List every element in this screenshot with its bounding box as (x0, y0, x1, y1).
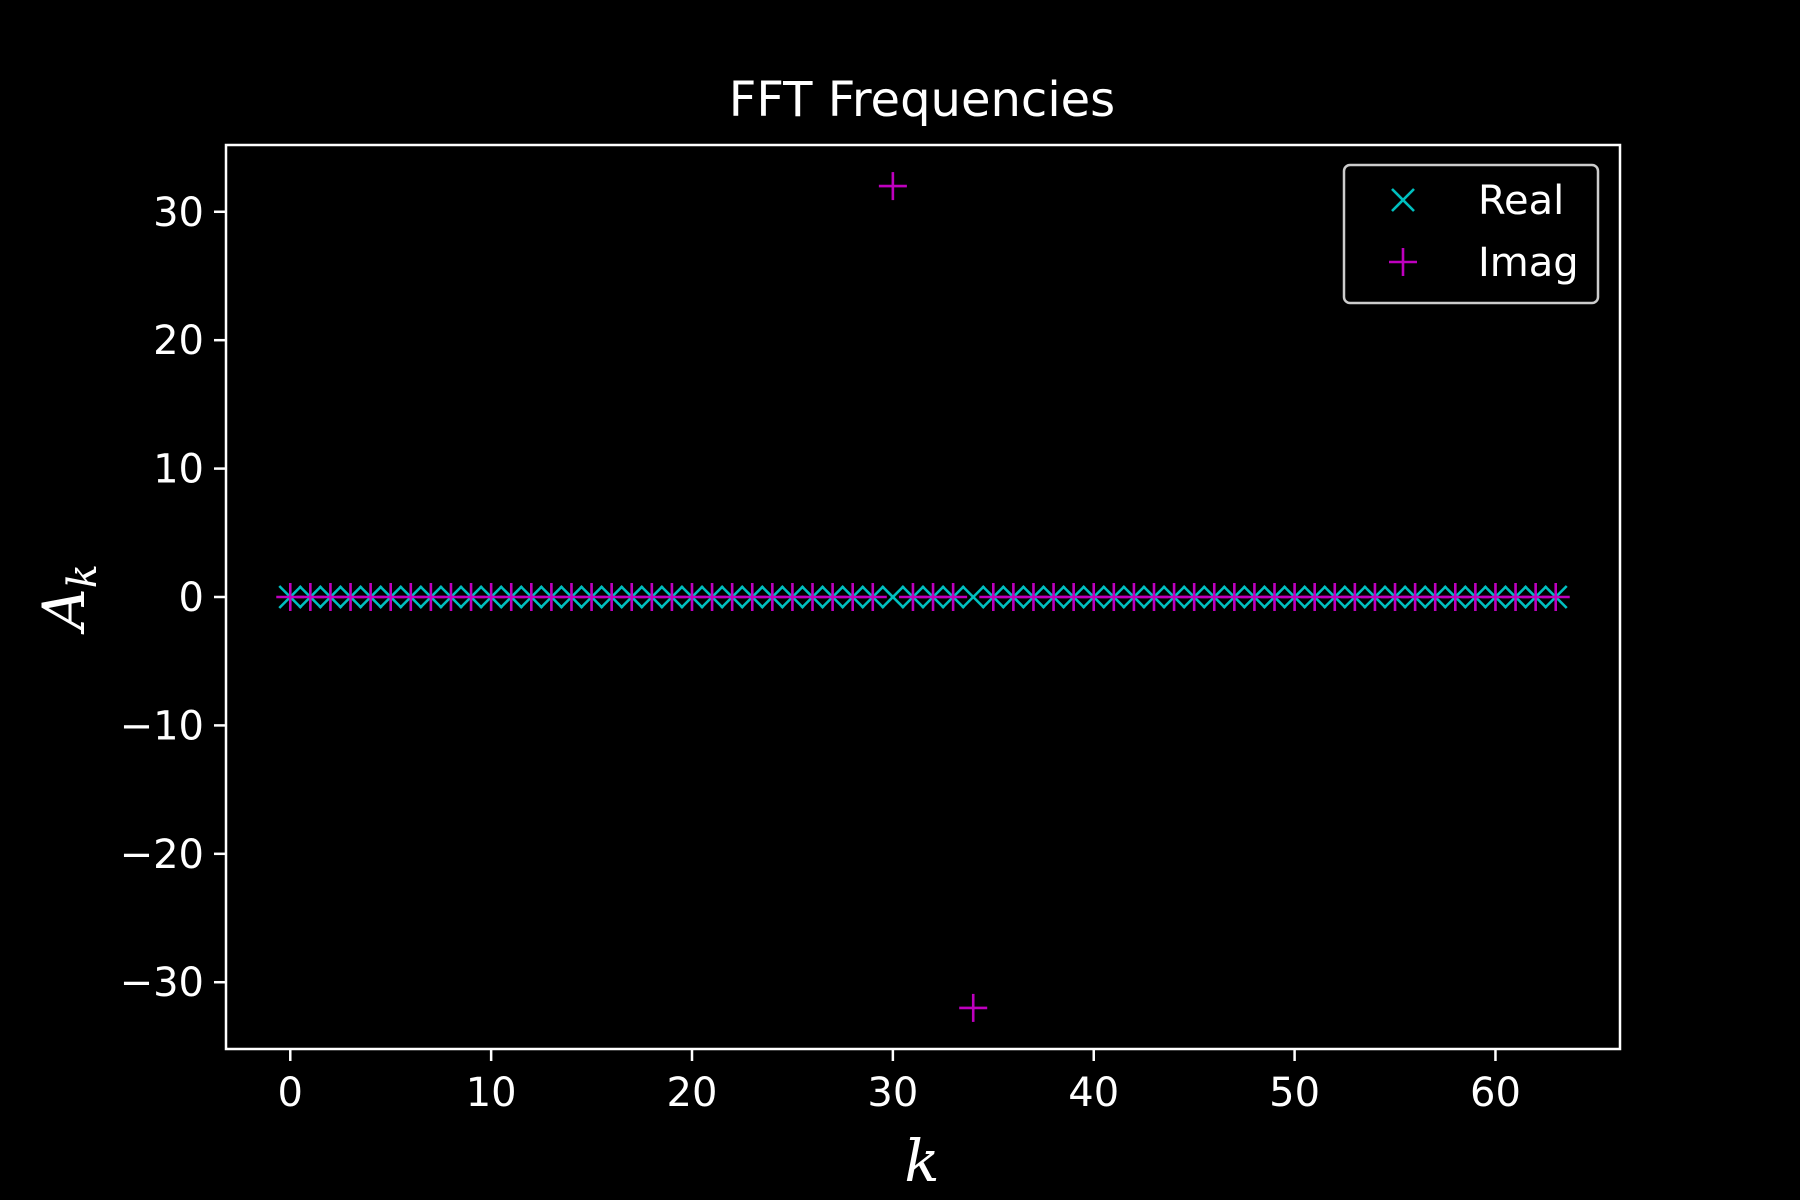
real-point (961, 585, 986, 609)
x-tick-label: 30 (867, 1070, 918, 1116)
imag-point (878, 172, 907, 201)
x-tick-label: 0 (278, 1070, 303, 1116)
legend-label-imag: Imag (1478, 240, 1579, 286)
x-axis-label: k (904, 1127, 939, 1195)
x-tick-label: 50 (1269, 1070, 1320, 1116)
y-tick-label: 0 (179, 575, 204, 621)
x-tick-label: 60 (1470, 1070, 1521, 1116)
y-axis-label-sub: k (60, 564, 106, 588)
marker-stroke (880, 585, 905, 609)
y-tick-label: −20 (120, 832, 204, 878)
y-tick-label: 30 (153, 190, 204, 236)
y-ticks: 30 20 10 0 −10 −20 −30 (120, 190, 226, 1006)
y-tick-label: 10 (153, 447, 204, 493)
x-tick-label: 20 (667, 1070, 718, 1116)
legend-plus-marker (1389, 248, 1417, 276)
x-tick-label: 10 (466, 1070, 517, 1116)
y-axis-label-base: A (30, 588, 98, 635)
marker-stroke (961, 585, 986, 609)
marker-stroke (1391, 188, 1415, 212)
chart-title: FFT Frequencies (729, 72, 1115, 128)
imag-point (939, 583, 968, 611)
legend-x-marker (1391, 188, 1415, 212)
legend-marker-imag (1389, 248, 1417, 276)
imag-point (1541, 583, 1570, 611)
x-tick-label: 40 (1068, 1070, 1119, 1116)
imag-point (858, 583, 887, 611)
y-axis-label: Ak (30, 564, 106, 635)
y-tick-label: −30 (120, 960, 204, 1006)
plot-frame (224, 143, 1622, 1051)
x-ticks: 0 10 20 30 40 50 60 (278, 1049, 1521, 1116)
plot-markers (276, 172, 1570, 1022)
legend: Real Imag (1342, 163, 1600, 305)
real-point (880, 585, 905, 609)
imag-point (959, 993, 988, 1022)
y-tick-label: −10 (120, 703, 204, 749)
legend-marker-real (1391, 188, 1415, 212)
y-tick-label: 20 (153, 318, 204, 364)
legend-box (1342, 163, 1600, 305)
legend-label-real: Real (1478, 178, 1564, 224)
